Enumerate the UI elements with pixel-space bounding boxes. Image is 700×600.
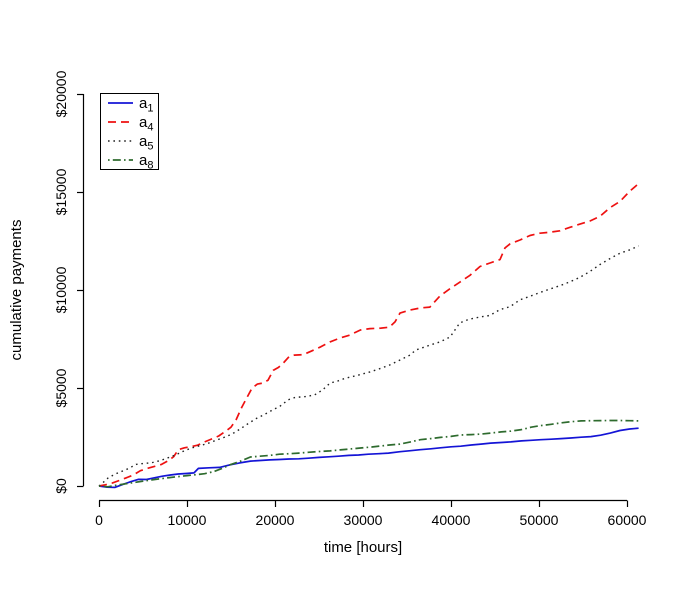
- legend-label-subscript: 5: [147, 141, 153, 153]
- legend-label-subscript: 8: [147, 160, 153, 172]
- legend-label-subscript: 4: [147, 122, 153, 134]
- x-axis: 0 10000 20000 30000 40000 50000 60000 time [hou…: [95, 499, 647, 556]
- legend-label-base: a: [139, 152, 148, 169]
- legend-label-base: a: [139, 95, 148, 112]
- x-axis-title: time [hours]: [324, 539, 402, 556]
- y-axis: $0 $5000 $10000 $15000 $20000 cumulative paym…: [8, 70, 85, 494]
- x-tick-label: 30000: [344, 512, 383, 528]
- x-tick-label: 40000: [432, 512, 471, 528]
- legend-label-a8: a8: [139, 152, 153, 172]
- series-a4-line: [98, 182, 640, 487]
- legend-label-base: a: [139, 133, 148, 150]
- legend-label-a4: a4: [139, 114, 153, 134]
- legend-box: [100, 93, 159, 170]
- x-tick-label: 50000: [520, 512, 559, 528]
- x-tick-label: 10000: [168, 512, 207, 528]
- legend-label-subscript: 1: [147, 103, 153, 115]
- y-tick-label: $20000: [53, 70, 69, 117]
- legend-label-base: a: [139, 114, 148, 131]
- series-a1-line: [98, 427, 639, 489]
- series-a8-line: [98, 419, 639, 488]
- x-tick-label: 60000: [608, 512, 647, 528]
- x-tick-label: 20000: [256, 512, 295, 528]
- legend-label-a1: a1: [139, 95, 153, 115]
- y-tick-label: $10000: [53, 266, 69, 313]
- y-axis-title: cumulative payments: [8, 220, 25, 361]
- legend-label-a5: a5: [139, 133, 153, 153]
- y-tick-label: $15000: [53, 168, 69, 215]
- series-group: [98, 182, 640, 489]
- x-tick-label: 0: [95, 512, 103, 528]
- series-a5-line: [98, 245, 639, 487]
- y-tick-label: $5000: [53, 368, 69, 407]
- y-tick-label: $0: [53, 478, 69, 494]
